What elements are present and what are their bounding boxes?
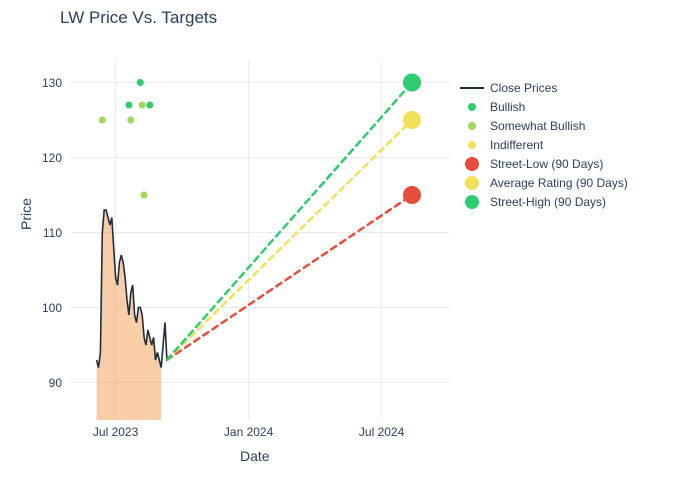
legend-item[interactable]: Bullish [460,97,628,116]
x-tick-label: Jul 2023 [86,425,146,439]
legend-item[interactable]: Street-High (90 Days) [460,192,628,211]
chart-svg [70,60,450,420]
x-axis-label: Date [240,448,270,464]
legend-item[interactable]: Average Rating (90 Days) [460,173,628,192]
legend-dot-icon [468,141,476,149]
x-tick-label: Jan 2024 [219,425,279,439]
y-tick-label: 90 [22,376,62,390]
legend-label: Street-Low (90 Days) [490,157,603,171]
legend-line-swatch [460,87,484,89]
legend-label: Somewhat Bullish [490,119,585,133]
legend-dot-icon [465,195,479,209]
plot-area [70,60,450,420]
y-tick-label: 130 [22,76,62,90]
legend-item[interactable]: Indifferent [460,135,628,154]
legend-dot-icon [468,103,476,111]
legend-label: Bullish [490,100,525,114]
legend-label: Average Rating (90 Days) [490,176,628,190]
y-tick-label: 100 [22,301,62,315]
legend-item[interactable]: Street-Low (90 Days) [460,154,628,173]
chart-title: LW Price Vs. Targets [60,8,217,28]
legend: Close Prices Bullish Somewhat Bullish Indif… [460,78,628,211]
legend-dot-icon [468,122,476,130]
legend-item[interactable]: Somewhat Bullish [460,116,628,135]
legend-label: Close Prices [490,81,557,95]
legend-item[interactable]: Close Prices [460,78,628,97]
y-tick-label: 110 [22,226,62,240]
legend-dot-icon [465,176,479,190]
legend-label: Indifferent [490,138,543,152]
legend-label: Street-High (90 Days) [490,195,606,209]
y-tick-label: 120 [22,151,62,165]
legend-dot-icon [465,157,479,171]
x-tick-label: Jul 2024 [352,425,412,439]
